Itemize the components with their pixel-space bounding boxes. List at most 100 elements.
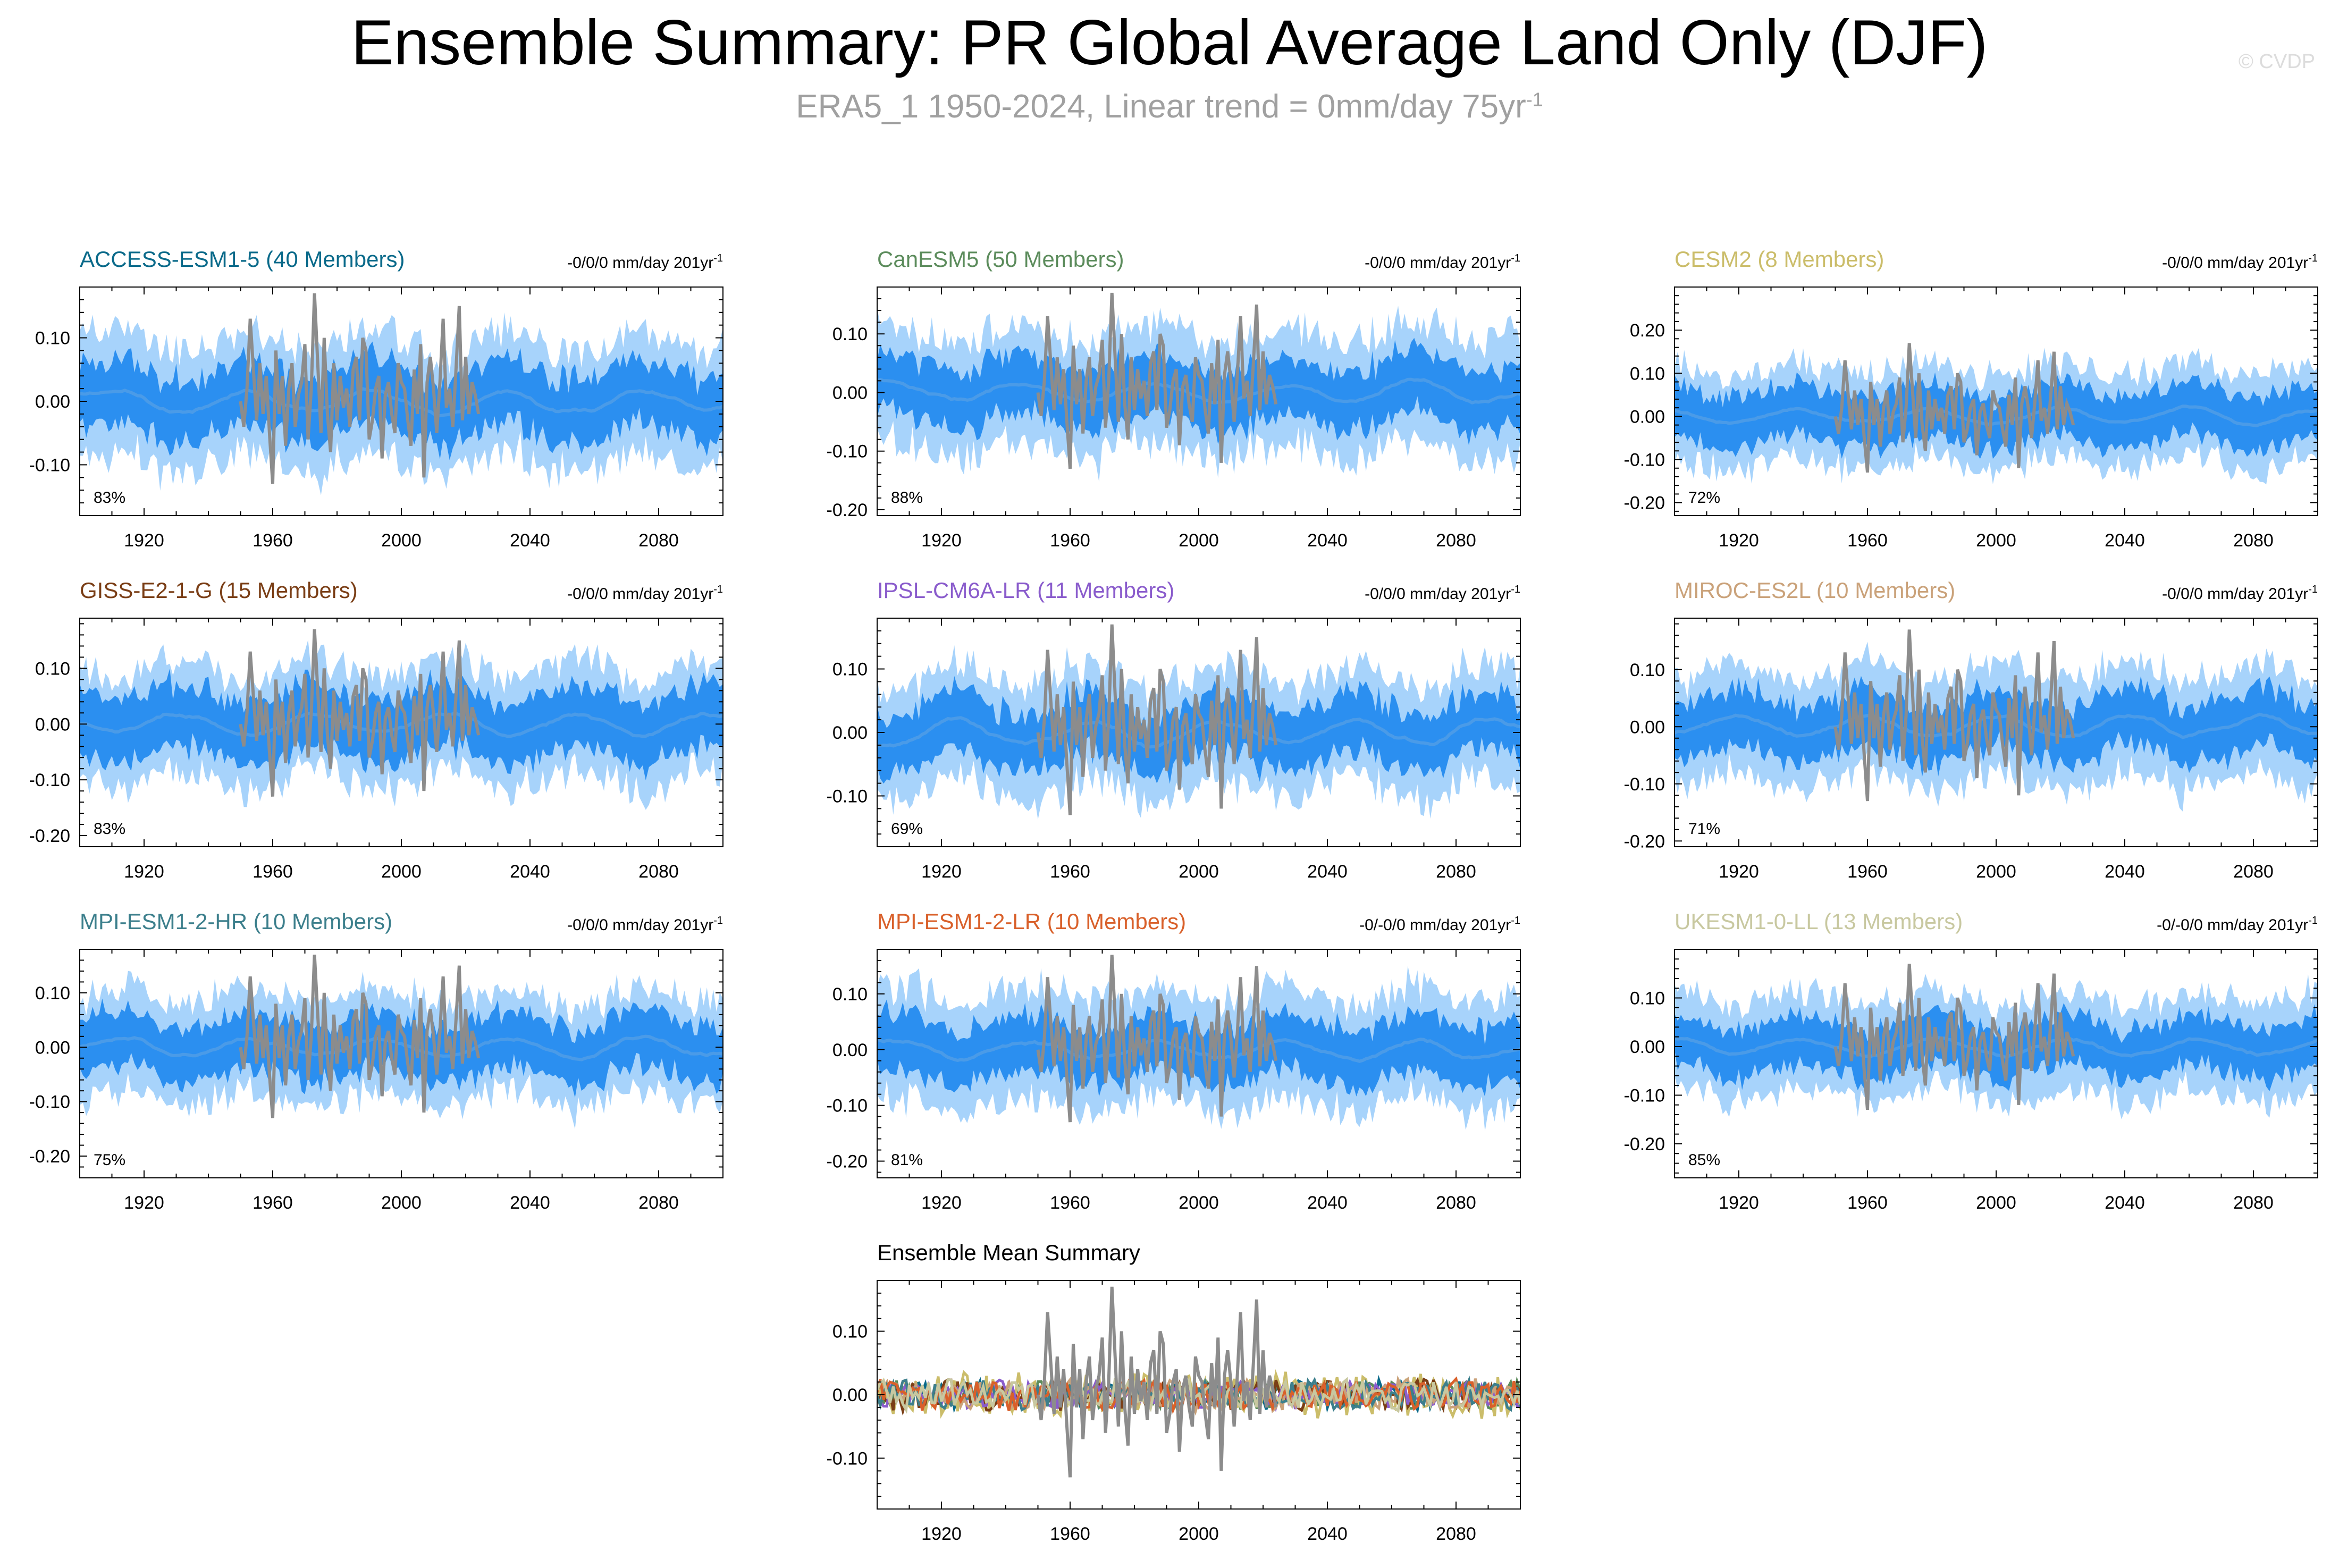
x-tick-label: 2000	[1179, 530, 1219, 551]
y-tick-label: 0.10	[35, 659, 70, 679]
x-tick-label: 2000	[1976, 530, 2016, 551]
ensemble-mean-line	[80, 387, 723, 418]
x-tick-label: 1920	[921, 530, 962, 551]
x-tick-label: 2080	[1436, 862, 1476, 882]
y-tick-label: 0.10	[35, 983, 70, 1004]
y-tick-label: -0.10	[1624, 774, 1665, 795]
cvdp-watermark: © CVDP	[2238, 50, 2315, 73]
inner-spread-band	[877, 338, 1520, 446]
y-tick-label: 0.10	[35, 328, 70, 349]
figure-subtitle: ERA5_1 1950-2024, Linear trend = 0mm/day…	[0, 88, 2339, 125]
plot-area	[877, 1286, 1520, 1478]
x-tick-label: 1920	[921, 1524, 962, 1544]
inner-spread-band	[1675, 676, 2318, 777]
panel-title: MPI-ESM1-2-HR (10 Members)	[80, 909, 392, 934]
x-tick-label: 2080	[1436, 1193, 1476, 1213]
x-tick-label: 2080	[1436, 530, 1476, 551]
panel-title: Ensemble Mean Summary	[877, 1240, 1140, 1265]
chart-panel-10: 1920 1960 2000 2040 2080 0.10 0.00 -0.10 Ensembl…	[827, 1240, 1521, 1544]
y-tick-label: 0.00	[832, 723, 868, 743]
plot-area	[80, 629, 723, 810]
x-tick-label: 1920	[1719, 1193, 1759, 1213]
x-tick-label: 1960	[253, 530, 293, 551]
x-tick-label: 2000	[1976, 862, 2016, 882]
y-tick-label: -0.20	[827, 1152, 868, 1172]
plot-area	[1675, 629, 2318, 812]
x-tick-label: 1960	[1050, 530, 1090, 551]
observation-line	[239, 293, 481, 484]
y-tick-label: -0.20	[29, 826, 71, 846]
chart-panel-5: 1920 1960 2000 2040 2080 0.10 0.00 -0.10 IPSL-CM…	[827, 578, 1521, 882]
y-tick-label: 0.10	[832, 1322, 868, 1342]
y-tick-label: -0.10	[1624, 1085, 1665, 1106]
y-tick-label: 0.00	[1630, 407, 1665, 427]
y-tick-label: -0.20	[29, 1147, 71, 1167]
percent-label: 85%	[1688, 1151, 1720, 1169]
panel-title: IPSL-CM6A-LR (11 Members)	[877, 578, 1174, 603]
chart-panel-4: 1920 1960 2000 2040 2080 0.10 0.00 -0.10 -0.20 GI…	[29, 578, 723, 882]
plot-area	[877, 955, 1520, 1132]
x-tick-label: 2040	[510, 862, 550, 882]
percent-label: 71%	[1688, 820, 1720, 838]
x-tick-label: 1920	[124, 862, 164, 882]
ensemble-mean-line	[1675, 404, 2318, 427]
x-tick-label: 2080	[2233, 862, 2274, 882]
y-tick-label: -0.10	[29, 1092, 71, 1112]
y-tick-label: 0.00	[1630, 1037, 1665, 1057]
inner-spread-band	[877, 676, 1520, 784]
y-tick-label: -0.10	[827, 442, 868, 462]
trend-label: -0/0/0 mm/day 201yr-1	[2162, 252, 2318, 272]
observation-line	[1833, 343, 2075, 473]
observation-line	[239, 629, 481, 797]
x-tick-label: 2080	[638, 530, 679, 551]
observation-line	[239, 955, 481, 1118]
panel-title: MIROC-ES2L (10 Members)	[1675, 578, 1955, 603]
plot-area	[1675, 964, 2318, 1119]
y-tick-label: 0.10	[832, 660, 868, 680]
percent-label: 69%	[891, 820, 923, 838]
chart-panel-3: 1920 1960 2000 2040 2080 0.20 0.10 0.00 -0.10 -0.…	[1624, 247, 2318, 551]
panel-title: ACCESS-ESM1-5 (40 Members)	[80, 247, 405, 272]
plot-area	[1675, 343, 2318, 485]
y-tick-label: 0.00	[35, 1038, 70, 1058]
x-tick-label: 1960	[1847, 862, 1888, 882]
inner-spread-band	[1675, 372, 2318, 459]
y-tick-label: 0.00	[35, 714, 70, 735]
x-tick-label: 2080	[1436, 1524, 1476, 1544]
x-tick-label: 2040	[1307, 862, 1348, 882]
x-tick-label: 2040	[510, 530, 550, 551]
ensemble-mean-line	[1675, 712, 2318, 739]
chart-panel-7: 1920 1960 2000 2040 2080 0.10 0.00 -0.10 -0.20 MP…	[29, 909, 723, 1213]
percent-label: 83%	[94, 820, 125, 838]
x-tick-label: 1920	[921, 862, 962, 882]
y-tick-label: 0.10	[832, 984, 868, 1005]
x-tick-label: 1960	[1847, 1193, 1888, 1213]
trend-label: -0/0/0 mm/day 201yr-1	[2162, 584, 2318, 603]
x-tick-label: 1920	[1719, 530, 1759, 551]
x-tick-label: 2000	[1976, 1193, 2016, 1213]
subtitle-superscript: -1	[1526, 88, 1543, 111]
trend-label: -0/0/0 mm/day 201yr-1	[567, 915, 723, 934]
ensemble-mean-line	[80, 712, 723, 738]
y-tick-label: 0.10	[1630, 988, 1665, 1008]
x-tick-label: 2000	[1179, 862, 1219, 882]
percent-label: 75%	[94, 1151, 125, 1169]
ensemble-mean-line	[877, 1038, 1520, 1063]
x-tick-label: 2000	[381, 1193, 422, 1213]
figure-title: Ensemble Summary: PR Global Average Land…	[351, 7, 1988, 78]
x-tick-label: 2040	[2105, 862, 2145, 882]
observation-line	[1833, 964, 2075, 1110]
x-tick-label: 2000	[381, 530, 422, 551]
panel-title: GISS-E2-1-G (15 Members)	[80, 578, 358, 603]
y-tick-label: 0.10	[1630, 660, 1665, 680]
x-tick-label: 1920	[124, 530, 164, 551]
series-line-UKESM1-0-LL	[877, 1376, 1520, 1414]
panel-title: CanESM5 (50 Members)	[877, 247, 1124, 272]
y-tick-label: -0.10	[1624, 450, 1665, 470]
x-tick-label: 1960	[1847, 530, 1888, 551]
chart-panel-1: 1920 1960 2000 2040 2080 0.10 0.00 -0.10 ACCESS-…	[29, 247, 723, 551]
x-tick-label: 1920	[124, 1193, 164, 1213]
y-tick-label: -0.10	[827, 786, 868, 806]
chart-panel-2: 1920 1960 2000 2040 2080 0.10 0.00 -0.10 -0.20 Ca…	[827, 247, 1521, 551]
y-tick-label: 0.20	[1630, 321, 1665, 341]
